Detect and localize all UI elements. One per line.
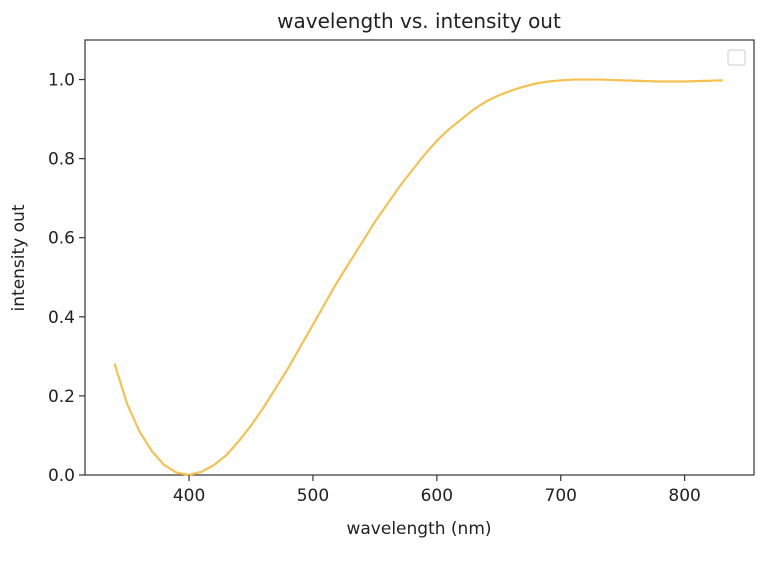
y-tick-label: 0.4	[48, 308, 75, 328]
x-tick-label: 600	[421, 486, 453, 506]
y-tick-label: 0.8	[48, 150, 75, 170]
chart-title: wavelength vs. intensity out	[277, 9, 561, 33]
x-tick-label: 400	[173, 486, 205, 506]
plot-area	[84, 39, 755, 476]
y-tick-label: 0.0	[48, 466, 75, 486]
y-tick-label: 0.2	[48, 387, 75, 407]
x-axis-label: wavelength (nm)	[346, 519, 491, 539]
x-axis-ticks: 400 500 600 700 800	[173, 475, 701, 506]
x-tick-label: 800	[668, 486, 700, 506]
y-tick-label: 1.0	[48, 71, 75, 91]
x-tick-label: 700	[545, 486, 577, 506]
y-axis-label: intensity out	[9, 204, 29, 311]
x-tick-label: 500	[297, 486, 329, 506]
legend-box	[727, 49, 746, 66]
y-tick-label: 0.6	[48, 229, 75, 249]
y-axis-ticks: 0.0 0.2 0.4 0.6 0.8 1.0	[48, 71, 85, 486]
series-line	[113, 78, 723, 477]
